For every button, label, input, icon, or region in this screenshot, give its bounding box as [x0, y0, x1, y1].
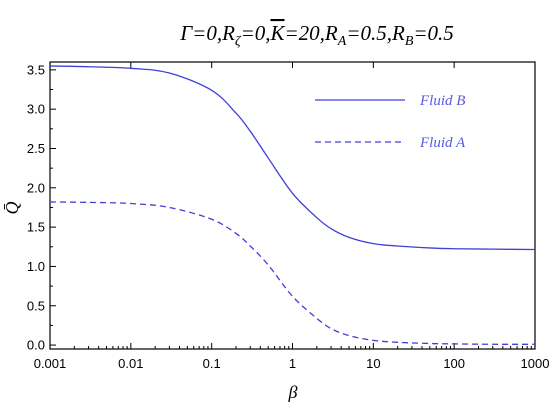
legend-label-fluid-a: Fluid A: [419, 135, 466, 151]
x-tick-label: 1000: [521, 356, 550, 371]
legend: Fluid B Fluid A: [315, 93, 466, 151]
series-line-fluid-b: [49, 65, 536, 251]
y-axis-label: Q̄: [2, 202, 22, 215]
x-axis-label: β: [288, 382, 298, 402]
legend-label-fluid-b: Fluid B: [419, 93, 465, 109]
y-tick-label: 2.5: [27, 141, 45, 156]
y-tick-label: 3.0: [27, 102, 45, 117]
y-tick-label: 1.0: [27, 259, 45, 274]
x-tick-label: 1: [289, 356, 296, 371]
x-tick-label: 0.01: [118, 356, 143, 371]
y-tick-label: 0.5: [27, 298, 45, 313]
y-axis-ticks: 0.0 0.5 1.0 1.5 2.0 2.5 3.0 3.5: [27, 62, 56, 353]
y-tick-label: 3.5: [27, 62, 45, 77]
x-tick-label: 0.1: [203, 356, 221, 371]
chart-title: Γ=0,Rζ=0,K=20,RA=0.5,RB=0.5: [179, 21, 454, 49]
y-tick-label: 2.0: [27, 180, 45, 195]
y-tick-label: 1.5: [27, 220, 45, 235]
series-line-fluid-a: [49, 201, 536, 345]
y-tick-label: 0.0: [27, 338, 45, 353]
x-tick-label: 10: [366, 356, 380, 371]
x-tick-label: 100: [443, 356, 465, 371]
x-tick-label: 0.001: [34, 356, 67, 371]
x-axis-ticks: 0.001 0.01 0.1 1 10 100 1000: [34, 62, 550, 371]
series-layer: [49, 65, 536, 345]
